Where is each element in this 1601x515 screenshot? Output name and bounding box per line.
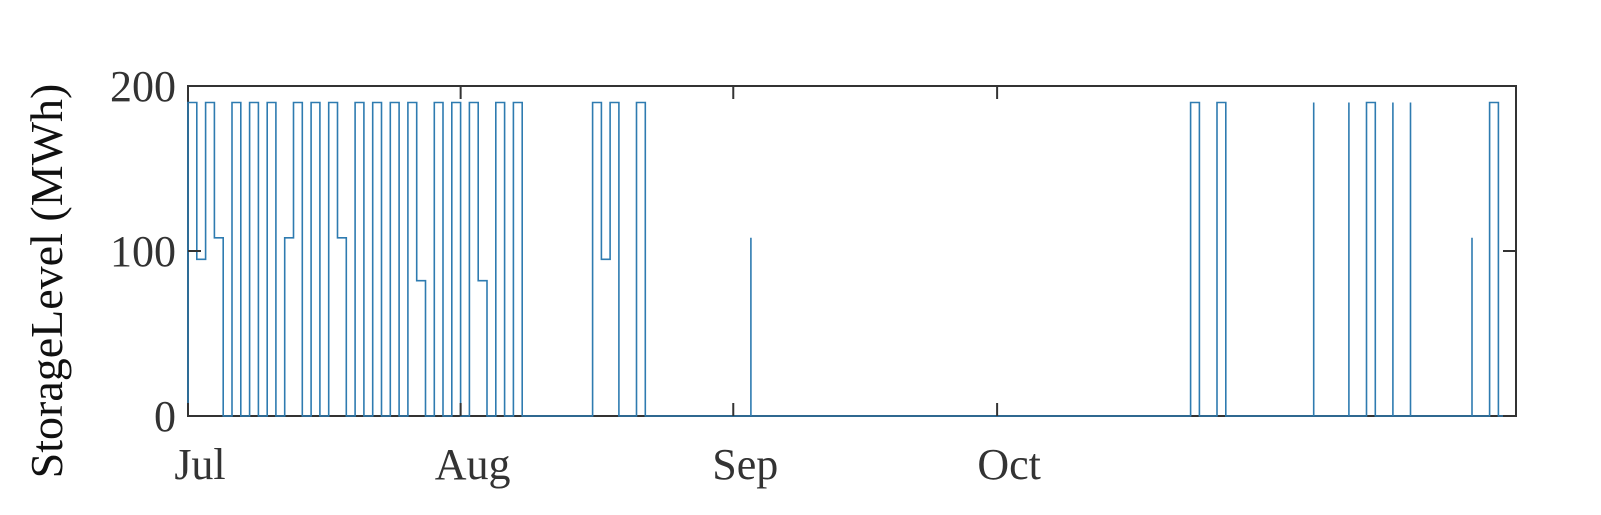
y-tick-label: 100 bbox=[110, 227, 176, 276]
x-tick-label: Aug bbox=[435, 440, 511, 489]
y-axis-title: StorageLevel (MWh) bbox=[21, 84, 72, 479]
y-tick-label: 0 bbox=[154, 392, 176, 441]
series-layer bbox=[187, 101, 1516, 417]
y-tick-label: 200 bbox=[110, 62, 176, 111]
tick-marks bbox=[187, 85, 1516, 417]
x-tick-label: Sep bbox=[712, 440, 778, 489]
x-tick-labels: Jul Aug Sep Oct bbox=[174, 440, 1041, 489]
y-tick-labels: 0 100 200 bbox=[110, 62, 176, 441]
plot-frame bbox=[187, 85, 1517, 417]
plot-area bbox=[187, 85, 1517, 417]
storage-level-series-line bbox=[187, 101, 1516, 417]
x-tick-label: Oct bbox=[977, 440, 1041, 489]
x-tick-label: Jul bbox=[174, 440, 225, 489]
